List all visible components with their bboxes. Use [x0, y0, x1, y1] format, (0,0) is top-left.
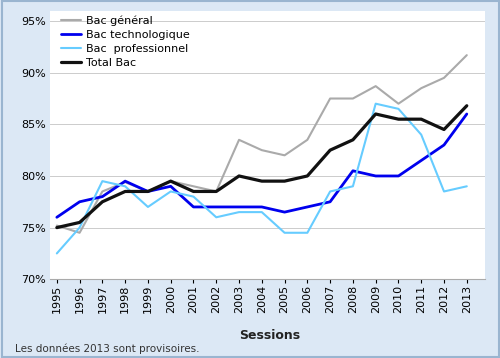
Bac technologique	[54, 215, 60, 219]
Bac technologique	[122, 179, 128, 183]
Total Bac	[145, 189, 151, 194]
Total Bac	[441, 127, 447, 132]
Bac  professionnel	[304, 231, 310, 235]
Total Bac	[122, 189, 128, 194]
Bac  professionnel	[54, 251, 60, 256]
Total Bac	[396, 117, 402, 121]
Bac  professionnel	[396, 107, 402, 111]
Bac technologique	[190, 205, 196, 209]
Line: Bac  professionnel: Bac professionnel	[57, 104, 467, 253]
Total Bac	[259, 179, 265, 183]
Bac général	[100, 189, 105, 194]
Line: Bac général: Bac général	[57, 55, 467, 233]
Bac général	[259, 148, 265, 152]
Bac général	[396, 102, 402, 106]
Total Bac	[76, 220, 82, 224]
Bac général	[168, 179, 173, 183]
Bac  professionnel	[441, 189, 447, 194]
Bac  professionnel	[100, 179, 105, 183]
Bac  professionnel	[418, 132, 424, 137]
Total Bac	[372, 112, 378, 116]
Bac technologique	[236, 205, 242, 209]
Total Bac	[464, 103, 470, 108]
Total Bac	[168, 179, 173, 183]
Total Bac	[304, 174, 310, 178]
Total Bac	[100, 200, 105, 204]
Bac  professionnel	[372, 102, 378, 106]
Bac technologique	[282, 210, 288, 214]
Bac  professionnel	[190, 194, 196, 199]
Bac  professionnel	[76, 226, 82, 230]
Bac  professionnel	[327, 189, 333, 194]
Bac général	[76, 231, 82, 235]
Bac  professionnel	[350, 184, 356, 188]
Total Bac	[236, 174, 242, 178]
Line: Total Bac: Total Bac	[57, 106, 467, 228]
Total Bac	[418, 117, 424, 121]
Bac général	[190, 184, 196, 188]
Bac technologique	[214, 205, 220, 209]
Total Bac	[54, 226, 60, 230]
Bac technologique	[259, 205, 265, 209]
Total Bac	[350, 138, 356, 142]
Bac technologique	[327, 200, 333, 204]
Bac général	[350, 96, 356, 101]
Bac technologique	[100, 194, 105, 199]
Bac technologique	[372, 174, 378, 178]
Bac  professionnel	[122, 184, 128, 188]
Bac général	[54, 223, 60, 228]
Bac  professionnel	[214, 215, 220, 219]
Bac  professionnel	[259, 210, 265, 214]
Bac technologique	[168, 184, 173, 188]
Bac général	[441, 76, 447, 80]
Bac général	[304, 138, 310, 142]
Bac général	[327, 96, 333, 101]
Bac technologique	[350, 169, 356, 173]
Bac  professionnel	[145, 205, 151, 209]
Total Bac	[190, 189, 196, 194]
Text: Les données 2013 sont provisoires.: Les données 2013 sont provisoires.	[15, 344, 200, 354]
Bac général	[214, 189, 220, 194]
Bac général	[282, 153, 288, 158]
Bac technologique	[396, 174, 402, 178]
Bac technologique	[304, 205, 310, 209]
Bac général	[236, 138, 242, 142]
Bac  professionnel	[168, 189, 173, 194]
Bac général	[145, 189, 151, 194]
Bac général	[464, 53, 470, 57]
Total Bac	[214, 189, 220, 194]
Bac  professionnel	[282, 231, 288, 235]
Bac général	[372, 84, 378, 88]
Bac technologique	[464, 112, 470, 116]
Bac technologique	[145, 189, 151, 194]
Bac général	[122, 180, 128, 184]
Total Bac	[327, 148, 333, 152]
Text: Sessions: Sessions	[240, 329, 300, 342]
Legend: Bac général, Bac technologique, Bac  professionnel, Total Bac: Bac général, Bac technologique, Bac prof…	[58, 13, 192, 71]
Total Bac	[282, 179, 288, 183]
Bac technologique	[441, 143, 447, 147]
Bac  professionnel	[464, 184, 470, 188]
Bac  professionnel	[236, 210, 242, 214]
Bac général	[418, 86, 424, 90]
Bac technologique	[76, 200, 82, 204]
Line: Bac technologique: Bac technologique	[57, 114, 467, 217]
Bac technologique	[418, 158, 424, 163]
